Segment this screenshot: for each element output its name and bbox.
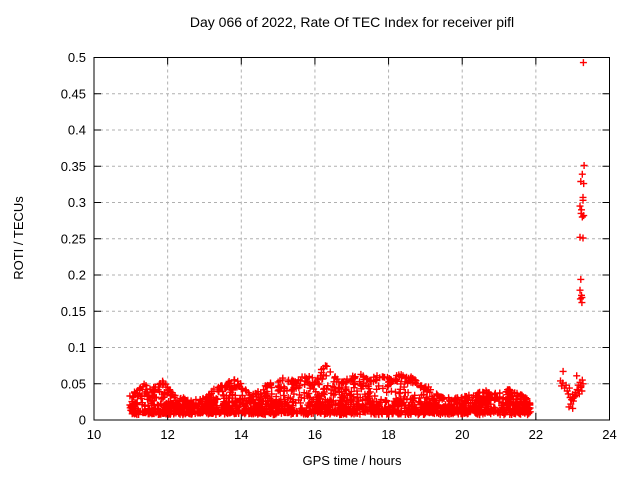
x-tick-label: 20 — [455, 427, 469, 442]
x-tick-label: 18 — [381, 427, 395, 442]
x-tick-label: 22 — [529, 427, 543, 442]
grid-lines — [94, 57, 610, 420]
y-tick-label: 0.4 — [68, 123, 86, 138]
y-tick-label: 0.05 — [61, 376, 86, 391]
y-tick-label: 0.45 — [61, 86, 86, 101]
y-tick-label: 0.3 — [68, 195, 86, 210]
y-tick-label: 0.25 — [61, 231, 86, 246]
x-tick-label: 12 — [160, 427, 174, 442]
x-axis-label: GPS time / hours — [302, 453, 402, 468]
y-tick-label: 0.35 — [61, 159, 86, 174]
x-tick-label: 14 — [234, 427, 248, 442]
chart-title: Day 066 of 2022, Rate Of TEC Index for r… — [189, 14, 515, 30]
y-tick-label: 0.1 — [68, 340, 86, 355]
plot-frame — [93, 57, 610, 421]
y-tick-label: 0.15 — [61, 304, 86, 319]
y-tick-label: 0.5 — [68, 50, 86, 65]
roti-data-points — [126, 59, 588, 419]
x-tick-label: 10 — [87, 427, 101, 442]
x-tick-label: 16 — [308, 427, 322, 442]
y-tick-label: 0 — [79, 413, 86, 428]
x-tick-label: 24 — [602, 427, 616, 442]
y-tick-label: 0.2 — [68, 268, 86, 283]
